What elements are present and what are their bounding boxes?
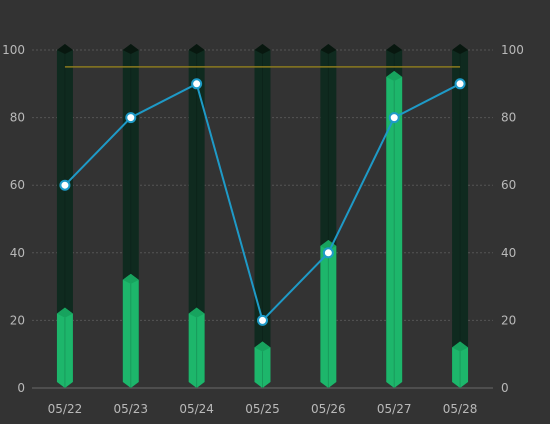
x-tick-label: 05/26 <box>311 402 346 416</box>
x-tick-label: 05/22 <box>48 402 83 416</box>
background-bar <box>188 44 205 388</box>
y-tick-label-left: 100 <box>2 43 25 57</box>
x-tick-label: 05/24 <box>179 402 214 416</box>
value-bar <box>56 307 73 388</box>
y-tick-label-right: 60 <box>501 178 516 192</box>
y-tick-label-left: 60 <box>10 178 25 192</box>
value-bars <box>56 71 469 388</box>
value-bar <box>122 273 139 388</box>
value-bar-cap <box>188 307 205 318</box>
y-tick-label-right: 80 <box>501 111 516 125</box>
value-bar-cap <box>122 273 139 284</box>
value-bar <box>320 240 337 388</box>
background-bar-cap <box>56 44 73 54</box>
x-axis: 05/22 05/23 05/24 05/25 05/26 05/27 05/28 <box>48 402 478 416</box>
x-tick-label: 05/28 <box>443 402 478 416</box>
x-tick-label: 05/23 <box>113 402 148 416</box>
line-series <box>59 78 466 326</box>
background-bar <box>56 44 73 388</box>
line-point <box>388 112 400 124</box>
background-bar-cap <box>452 44 469 54</box>
background-bar-cap <box>386 44 403 54</box>
value-bar-cap <box>56 307 73 318</box>
y-tick-label-right: 40 <box>501 246 516 260</box>
value-bar-cap <box>452 341 469 352</box>
background-bar-cap <box>122 44 139 54</box>
value-bar <box>452 341 469 388</box>
background-bar <box>254 44 271 388</box>
y-tick-label-left: 20 <box>10 313 25 327</box>
line-point <box>59 179 71 191</box>
right-y-axis: 0 20 40 60 80 100 <box>501 43 524 395</box>
value-bar <box>188 307 205 388</box>
line-point <box>257 314 268 326</box>
y-tick-label-right: 0 <box>501 381 509 395</box>
background-bar-cap <box>320 44 337 54</box>
value-bar <box>254 341 271 388</box>
x-tick-label: 05/27 <box>377 402 412 416</box>
background-bar-cap <box>188 44 205 54</box>
grid-lines <box>32 49 493 389</box>
background-bar <box>452 44 469 388</box>
line-point <box>191 78 203 90</box>
y-tick-label-right: 20 <box>501 313 516 327</box>
value-bar-cap <box>386 71 403 82</box>
line-point <box>454 78 466 90</box>
background-bars <box>56 44 469 388</box>
y-tick-label-left: 0 <box>17 381 25 395</box>
x-tick-label: 05/25 <box>245 402 280 416</box>
line-point <box>125 112 137 124</box>
left-y-axis: 0 20 40 60 80 100 <box>2 43 25 395</box>
line-point <box>322 247 334 259</box>
y-tick-label-left: 40 <box>10 246 25 260</box>
background-bar-cap <box>254 44 271 54</box>
y-tick-label-left: 80 <box>10 111 25 125</box>
value-bar <box>386 71 403 388</box>
value-bar-cap <box>254 341 271 352</box>
y-tick-label-right: 100 <box>501 43 524 57</box>
value-bar-cap <box>320 240 337 251</box>
